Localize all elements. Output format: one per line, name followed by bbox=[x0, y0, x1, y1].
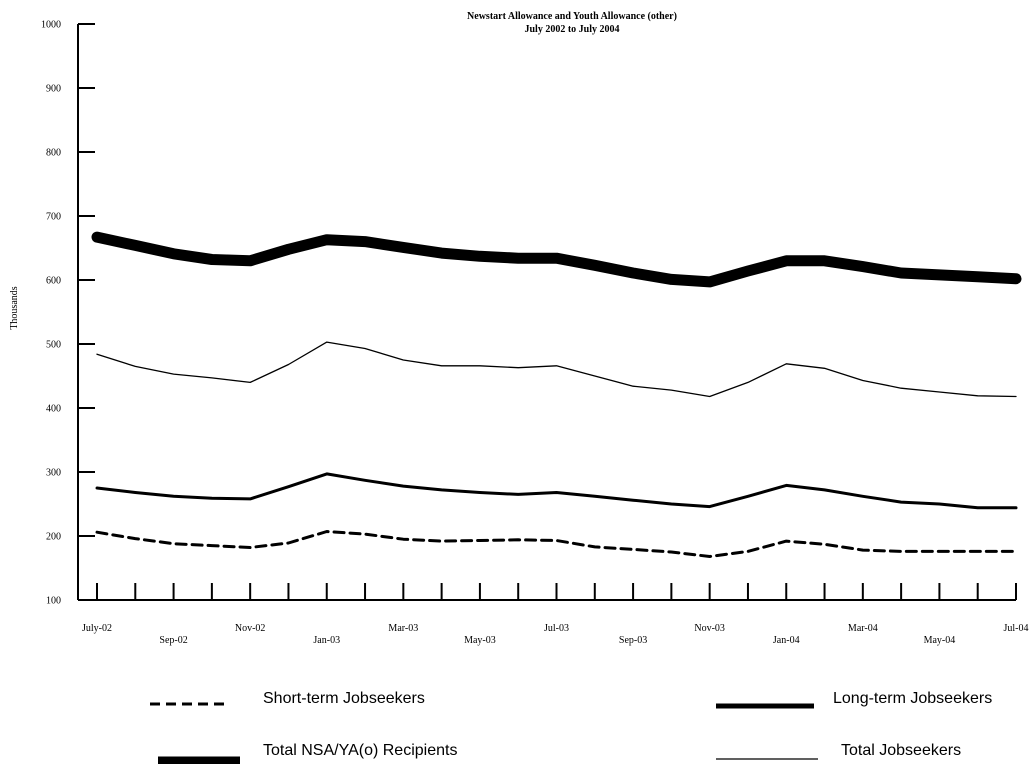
legend-label-short-term: Short-term Jobseekers bbox=[263, 690, 425, 707]
chart-subtitle: July 2002 to July 2004 bbox=[524, 24, 619, 35]
x-tick-label: Mar-04 bbox=[848, 623, 878, 634]
x-tick-label: Jan-04 bbox=[773, 635, 800, 646]
x-tick-label: Jul-04 bbox=[1004, 623, 1029, 634]
y-tick-label: 700 bbox=[46, 212, 61, 223]
x-tick-label: May-03 bbox=[464, 635, 496, 646]
x-tick-label: Nov-03 bbox=[694, 623, 725, 634]
y-tick-label: 200 bbox=[46, 532, 61, 543]
chart-title: Newstart Allowance and Youth Allowance (… bbox=[467, 11, 677, 22]
x-tick-label: Jan-03 bbox=[313, 635, 340, 646]
x-tick-label: Jul-03 bbox=[544, 623, 569, 634]
y-tick-label: 300 bbox=[46, 468, 61, 479]
series-line-short-term-jobseekers bbox=[95, 530, 1018, 558]
x-tick-label: May-04 bbox=[924, 635, 956, 646]
y-tick-label: 500 bbox=[46, 340, 61, 351]
y-tick-label: 800 bbox=[46, 148, 61, 159]
x-tick-label: Sep-03 bbox=[619, 635, 647, 646]
series-line-long-term-jobseekers bbox=[95, 472, 1018, 510]
y-tick-label: 1000 bbox=[41, 20, 61, 31]
series-line-total-nsa-ya-o-recipients bbox=[91, 231, 1022, 288]
legend: Short-term Jobseekers Long-term Jobseeke… bbox=[150, 690, 992, 764]
x-tick-label: Sep-02 bbox=[159, 635, 187, 646]
x-tick-label: July-02 bbox=[82, 623, 112, 634]
y-tick-label: 400 bbox=[46, 404, 61, 415]
x-axis-ticks: July-02 Sep-02 Nov-02 Jan-03 Mar-03 May-03 Jul… bbox=[82, 583, 1029, 646]
legend-label-total-recipients: Total NSA/YA(o) Recipients bbox=[263, 742, 457, 759]
legend-label-long-term: Long-term Jobseekers bbox=[833, 690, 992, 707]
y-tick-label: 100 bbox=[46, 596, 61, 607]
series-lines bbox=[91, 231, 1022, 558]
y-axis-ticks: 100 200 300 400 500 600 700 800 900 1000 bbox=[41, 20, 95, 607]
series-line-total-jobseekers bbox=[96, 341, 1017, 398]
y-tick-label: 600 bbox=[46, 276, 61, 287]
legend-label-total-jobseekers: Total Jobseekers bbox=[841, 742, 961, 759]
x-tick-label: Mar-03 bbox=[388, 623, 418, 634]
x-tick-label: Nov-02 bbox=[235, 623, 266, 634]
y-tick-label: 900 bbox=[46, 84, 61, 95]
y-axis-label: Thousands bbox=[9, 286, 20, 329]
